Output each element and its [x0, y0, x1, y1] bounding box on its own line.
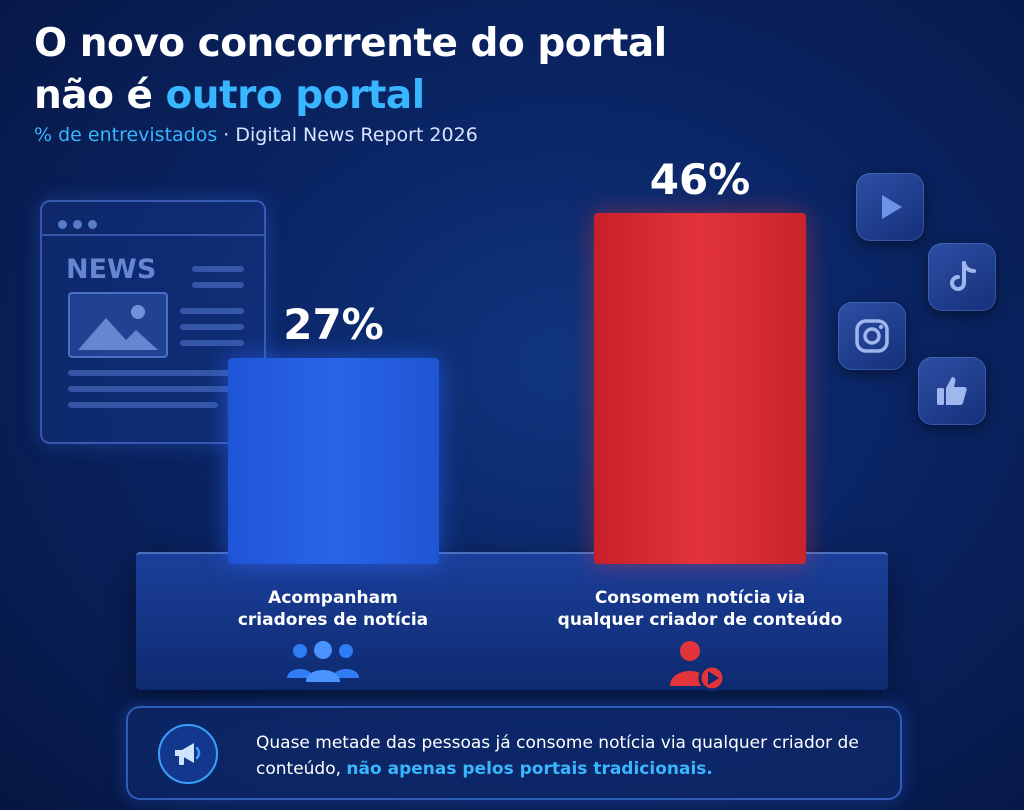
page-title: O novo concorrente do portal não é outro… — [34, 18, 667, 122]
content-creator-icon — [670, 641, 726, 692]
category-line: criadores de notícia — [237, 610, 429, 630]
news-page-icon: NEWS — [40, 200, 266, 444]
users-group-icon — [287, 641, 359, 682]
callout-text-main: Quase metade das pessoas já consome notí… — [256, 733, 859, 779]
subtitle-highlight: % de entrevistados — [34, 124, 218, 146]
bar-creators-followers — [228, 357, 439, 564]
title-line-1: O novo concorrente do portal — [34, 21, 667, 66]
category-line: Consomem notícia via — [594, 588, 806, 608]
insight-callout: Quase metade das pessoas já consome notí… — [126, 706, 902, 800]
instagram-icon — [838, 302, 906, 370]
news-label: NEWS — [66, 254, 157, 285]
title-line-2: não é — [34, 73, 166, 118]
youtube-icon — [856, 173, 924, 241]
category-label: Consomem notícia via qualquer criador de… — [537, 587, 863, 631]
chart-platform — [136, 552, 888, 690]
bar-value-label: 46% — [649, 155, 751, 204]
subtitle: % de entrevistados · Digital News Report… — [34, 124, 478, 146]
subtitle-source: · Digital News Report 2026 — [217, 124, 478, 146]
callout-text-emphasis: não apenas pelos portais tradicionais. — [346, 759, 713, 779]
category-label: Acompanham criadores de notícia — [188, 587, 478, 631]
bar-content-creators — [594, 213, 806, 564]
title-accent: outro portal — [165, 73, 425, 118]
callout-text: Quase metade das pessoas já consome notí… — [256, 730, 876, 782]
megaphone-icon — [158, 724, 218, 784]
bar-value-label: 27% — [283, 299, 384, 349]
image-placeholder-icon — [68, 292, 168, 358]
tiktok-icon — [928, 243, 996, 311]
thumbs-up-icon — [918, 357, 986, 425]
category-line: Acompanham — [268, 588, 398, 608]
category-line: qualquer criador de conteúdo — [557, 610, 843, 630]
